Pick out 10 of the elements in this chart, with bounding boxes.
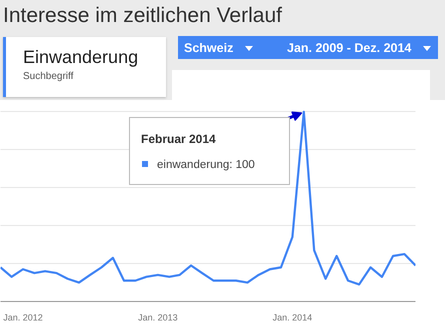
annotation: einwanderung: 100	[157, 158, 255, 173]
text: Suchbegriff	[23, 70, 74, 84]
x-tick-label: Jan. 2014	[272, 312, 312, 322]
text: Einwanderung	[23, 46, 138, 69]
x-tick-label: Jan. 2013	[138, 312, 178, 322]
annotation: Februar 2014	[141, 131, 216, 148]
x-tick-label: Jan. 2012	[3, 312, 43, 322]
chart-title: Interesse im zeitlichen Verlauf	[3, 3, 282, 29]
text: Schweiz	[184, 40, 234, 57]
text: Jan. 2009 - Dez. 2014	[287, 40, 412, 57]
